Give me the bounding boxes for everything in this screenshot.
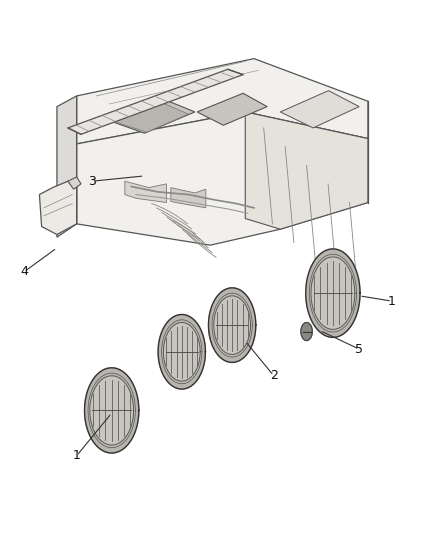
Polygon shape [171,188,206,208]
Polygon shape [197,93,267,125]
Polygon shape [107,99,195,133]
Polygon shape [39,181,77,235]
Polygon shape [68,177,81,189]
Text: 5: 5 [355,343,363,356]
Polygon shape [311,257,355,329]
Text: 4: 4 [20,265,28,278]
Text: 3: 3 [88,175,96,188]
Text: 1: 1 [73,449,81,462]
Polygon shape [214,296,251,354]
Polygon shape [163,322,200,381]
Text: 1: 1 [388,295,396,308]
Polygon shape [125,181,166,203]
Polygon shape [68,69,243,134]
Polygon shape [90,376,134,445]
Polygon shape [245,112,368,229]
Polygon shape [280,91,359,128]
Polygon shape [57,96,77,237]
Polygon shape [301,322,312,341]
Polygon shape [158,314,205,389]
Polygon shape [77,112,368,245]
Polygon shape [85,368,139,453]
Polygon shape [208,288,256,362]
Polygon shape [114,102,188,132]
Text: 2: 2 [270,369,278,382]
Polygon shape [77,59,368,144]
Polygon shape [306,249,360,337]
